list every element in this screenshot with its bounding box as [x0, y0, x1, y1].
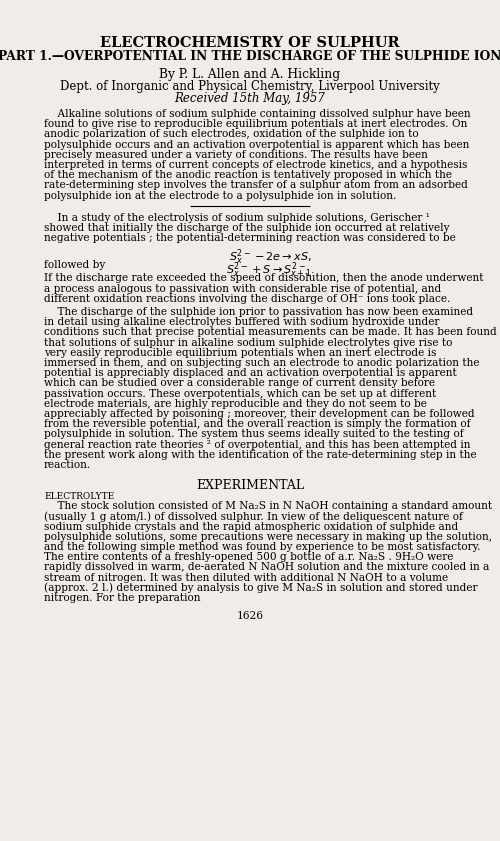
Text: Dept. of Inorganic and Physical Chemistry, Liverpool University: Dept. of Inorganic and Physical Chemistr…: [60, 80, 440, 93]
Text: polysulphide solutions, some precautions were necessary in making up the solutio: polysulphide solutions, some precautions…: [44, 532, 492, 542]
Text: Received 15th May, 1957: Received 15th May, 1957: [174, 92, 326, 105]
Text: rapidly dissolved in warm, de-aerated N NaOH solution and the mixture cooled in : rapidly dissolved in warm, de-aerated N …: [44, 563, 490, 573]
Text: PART 1.—OVERPOTENTIAL IN THE DISCHARGE OF THE SULPHIDE ION: PART 1.—OVERPOTENTIAL IN THE DISCHARGE O…: [0, 50, 500, 63]
Text: The stock solution consisted of M Na₂S in N NaOH containing a standard amount: The stock solution consisted of M Na₂S i…: [44, 501, 492, 511]
Text: reaction.: reaction.: [44, 460, 91, 470]
Text: from the reversible potential, and the overall reaction is simply the formation : from the reversible potential, and the o…: [44, 419, 470, 429]
Text: a process analogous to passivation with considerable rise of potential, and: a process analogous to passivation with …: [44, 283, 442, 294]
Text: By P. L. Allen and A. Hickling: By P. L. Allen and A. Hickling: [160, 68, 340, 81]
Text: polysulphide occurs and an activation overpotential is apparent which has been: polysulphide occurs and an activation ov…: [44, 140, 470, 150]
Text: the present work along with the identification of the rate-determining step in t: the present work along with the identifi…: [44, 450, 476, 460]
Text: appreciably affected by poisoning ; moreover, their development can be followed: appreciably affected by poisoning ; more…: [44, 409, 474, 419]
Text: The discharge of the sulphide ion prior to passivation has now been examined: The discharge of the sulphide ion prior …: [44, 307, 473, 317]
Text: in detail using alkaline electrolytes buffered with sodium hydroxide under: in detail using alkaline electrolytes bu…: [44, 317, 440, 327]
Text: EXPERIMENTAL: EXPERIMENTAL: [196, 479, 304, 492]
Text: polysulphide in solution. The system thus seems ideally suited to the testing of: polysulphide in solution. The system thu…: [44, 430, 464, 439]
Text: of the mechanism of the anodic reaction is tentatively proposed in which the: of the mechanism of the anodic reaction …: [44, 170, 452, 180]
Text: that solutions of sulphur in alkaline sodium sulphide electrolytes give rise to: that solutions of sulphur in alkaline so…: [44, 337, 453, 347]
Text: If the discharge rate exceeded the speed of dissolution, then the anode underwen: If the discharge rate exceeded the speed…: [44, 273, 484, 283]
Text: passivation occurs. These overpotentials, which can be set up at different: passivation occurs. These overpotentials…: [44, 389, 436, 399]
Text: different oxidation reactions involving the discharge of OH⁻ ions took place.: different oxidation reactions involving …: [44, 294, 450, 304]
Text: Alkaline solutions of sodium sulphide containing dissolved sulphur have been: Alkaline solutions of sodium sulphide co…: [44, 109, 470, 119]
Text: stream of nitrogen. It was then diluted with additional N NaOH to a volume: stream of nitrogen. It was then diluted …: [44, 573, 448, 583]
Text: The entire contents of a freshly-opened 500 g bottle of a.r. Na₂S . 9H₂O were: The entire contents of a freshly-opened …: [44, 553, 454, 562]
Text: and the following simple method was found by experience to be most satisfactory.: and the following simple method was foun…: [44, 542, 480, 552]
Text: showed that initially the discharge of the sulphide ion occurred at relatively: showed that initially the discharge of t…: [44, 223, 450, 233]
Text: ELECTROCHEMISTRY OF SULPHUR: ELECTROCHEMISTRY OF SULPHUR: [100, 36, 400, 50]
Text: which can be studied over a considerable range of current density before: which can be studied over a considerable…: [44, 378, 435, 389]
Text: followed by: followed by: [44, 261, 105, 271]
Text: potential is appreciably displaced and an activation overpotential is apparent: potential is appreciably displaced and a…: [44, 368, 457, 378]
Text: general reaction rate theories ² of overpotential, and this has been attempted i: general reaction rate theories ² of over…: [44, 440, 470, 450]
Text: ELECTROLYTE: ELECTROLYTE: [44, 492, 114, 501]
Text: $S_x^{2-} - 2e \rightarrow xS,$: $S_x^{2-} - 2e \rightarrow xS,$: [228, 247, 312, 267]
Text: In a study of the electrolysis of sodium sulphide solutions, Gerischer ¹: In a study of the electrolysis of sodium…: [44, 213, 430, 223]
Text: electrode materials, are highly reproducible and they do not seem to be: electrode materials, are highly reproduc…: [44, 399, 427, 409]
Text: negative potentials ; the potential-determining reaction was considered to be: negative potentials ; the potential-dete…: [44, 233, 456, 243]
Text: (approx. 2 l.) determined by analysis to give M Na₂S in solution and stored unde: (approx. 2 l.) determined by analysis to…: [44, 583, 478, 594]
Text: sodium sulphide crystals and the rapid atmospheric oxidation of sulphide and: sodium sulphide crystals and the rapid a…: [44, 521, 458, 532]
Text: interpreted in terms of current concepts of electrode kinetics, and a hypothesis: interpreted in terms of current concepts…: [44, 160, 468, 170]
Text: (usually 1 g atom/l.) of dissolved sulphur. In view of the deliquescent nature o: (usually 1 g atom/l.) of dissolved sulph…: [44, 511, 463, 522]
Text: anodic polarization of such electrodes, oxidation of the sulphide ion to: anodic polarization of such electrodes, …: [44, 130, 418, 140]
Text: polysulphide ion at the electrode to a polysulphide ion in solution.: polysulphide ion at the electrode to a p…: [44, 191, 397, 201]
Text: 1626: 1626: [236, 611, 264, 621]
Text: precisely measured under a variety of conditions. The results have been: precisely measured under a variety of co…: [44, 150, 428, 160]
Text: very easily reproducible equilibrium potentials when an inert electrode is: very easily reproducible equilibrium pot…: [44, 348, 436, 357]
Text: immersed in them, and on subjecting such an electrode to anodic polarization the: immersed in them, and on subjecting such…: [44, 358, 480, 368]
Text: conditions such that precise potential measurements can be made. It has been fou: conditions such that precise potential m…: [44, 327, 497, 337]
Text: found to give rise to reproducible equilibrium potentials at inert electrodes. O: found to give rise to reproducible equil…: [44, 119, 468, 130]
Text: rate-determining step involves the transfer of a sulphur atom from an adsorbed: rate-determining step involves the trans…: [44, 181, 468, 190]
Text: $S_x^{2-} + S \rightarrow S_{x+1}^{2-}.$: $S_x^{2-} + S \rightarrow S_{x+1}^{2-}.$: [226, 261, 314, 280]
Text: nitrogen. For the preparation: nitrogen. For the preparation: [44, 593, 201, 603]
